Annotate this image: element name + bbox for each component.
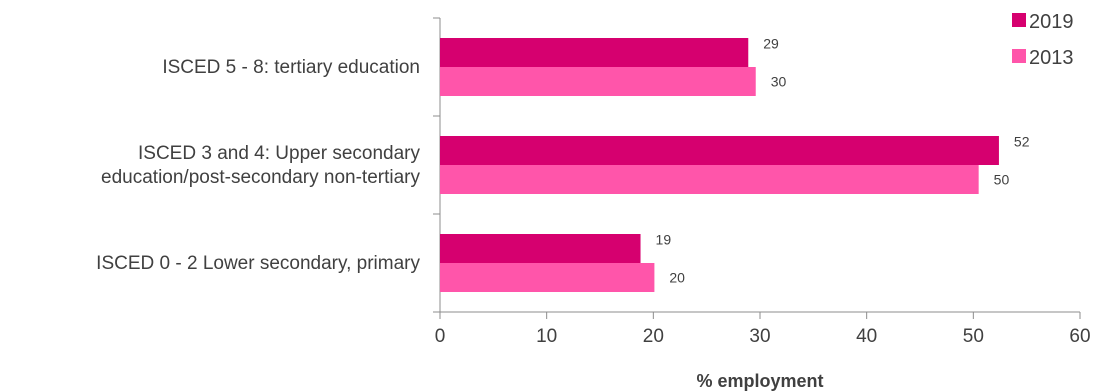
tick-label: 0 [435, 326, 446, 347]
tick-label: 30 [749, 326, 770, 347]
tick-label: 10 [536, 326, 557, 347]
data-label-2019: 19 [656, 232, 672, 248]
category-label: education/post-secondary non-tertiary [101, 167, 420, 188]
bar-2019 [440, 234, 641, 263]
data-label-2013: 30 [771, 74, 787, 90]
category-label: ISCED 5 - 8: tertiary education [162, 57, 420, 78]
data-label-2019: 52 [1014, 134, 1030, 150]
category-label: ISCED 0 - 2 Lower secondary, primary [96, 253, 420, 274]
value-axis: 0 10 20 30 40 50 60 [435, 312, 1091, 347]
legend-label-2013: 2013 [1029, 47, 1074, 69]
legend: 2019 2013 [1012, 11, 1074, 69]
data-label-2019: 29 [763, 36, 779, 52]
tick-label: 20 [643, 326, 664, 347]
category-label: ISCED 3 and 4: Upper secondary [138, 143, 420, 164]
legend-swatch-2019 [1012, 13, 1026, 27]
data-label-2013: 20 [669, 270, 685, 286]
bar-2019 [440, 38, 748, 67]
bar-2013 [440, 67, 756, 96]
bar-2013 [440, 263, 654, 292]
category-axis [433, 18, 440, 312]
bar-2013 [440, 165, 979, 194]
legend-swatch-2013 [1012, 49, 1026, 63]
bars [440, 38, 999, 292]
tick-label: 60 [1069, 326, 1090, 347]
bar-2019 [440, 136, 999, 165]
legend-label-2019: 2019 [1029, 11, 1074, 33]
data-label-2013: 50 [994, 172, 1010, 188]
category-labels: ISCED 5 - 8: tertiary education ISCED 3 a… [96, 57, 420, 274]
tick-label: 50 [963, 326, 984, 347]
tick-label: 40 [856, 326, 877, 347]
x-axis-title: % employment [696, 371, 823, 391]
